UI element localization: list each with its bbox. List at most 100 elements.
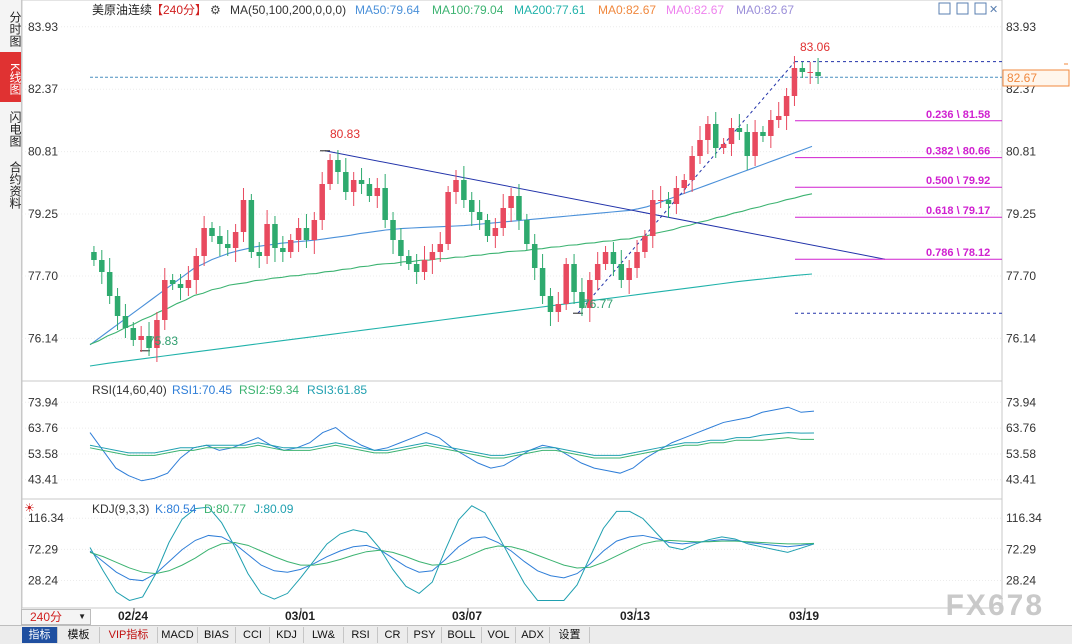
price-tick-left: 80.81 xyxy=(28,145,58,159)
toolbar-lw[interactable]: LW& xyxy=(304,627,344,643)
candle-body xyxy=(642,236,648,252)
toolbar-psy[interactable]: PSY xyxy=(408,627,442,643)
rsi3-line xyxy=(89,432,815,456)
panel-tick-right: 73.94 xyxy=(1006,395,1036,409)
candle-body xyxy=(177,284,184,288)
candle-body xyxy=(768,120,774,136)
price-tick-right: 76.14 xyxy=(1006,331,1036,345)
plot-frame xyxy=(21,0,1003,609)
annotation-trough: 76.77 xyxy=(583,297,613,311)
toolbar-macd[interactable]: MACD xyxy=(158,627,198,643)
candle-body xyxy=(453,180,459,192)
tab-contract-info[interactable]: 合约资料 xyxy=(8,161,22,209)
candle-body xyxy=(280,248,286,252)
watermark: FX678 xyxy=(945,589,1044,622)
period-label: 【240分】 xyxy=(151,3,207,17)
annotation-high: 83.06 xyxy=(800,40,830,54)
tab-flash-chart[interactable]: 闪电图 xyxy=(8,111,22,147)
fib-anchor-line xyxy=(577,61,796,314)
ma-params: MA(50,100,200,0,0,0) xyxy=(230,3,346,17)
candle-body xyxy=(106,272,113,296)
candle-body xyxy=(728,128,735,144)
candle-body xyxy=(390,220,396,240)
close-icon[interactable]: ✕ xyxy=(989,4,998,16)
candle-body xyxy=(610,252,617,264)
candle-body xyxy=(602,252,609,264)
bottom-toolbar: 指标 模板 VIP指标 MACD BIAS CCI KDJ LW& RSI CR… xyxy=(0,625,1072,644)
candle-body xyxy=(815,72,821,76)
candle-body xyxy=(445,192,451,244)
candle-body xyxy=(193,256,200,280)
candle-body xyxy=(162,280,168,320)
k-value: K:80.54 xyxy=(155,502,197,516)
sun-icon[interactable]: ☀ xyxy=(24,501,35,515)
toolbar-bias[interactable]: BIAS xyxy=(198,627,236,643)
kdj-title: KDJ(9,3,3) xyxy=(92,502,149,516)
price-tick-left: 82.37 xyxy=(28,82,58,96)
maximize-icon[interactable] xyxy=(974,2,987,15)
candle-body xyxy=(209,228,215,236)
tab-kline-chart[interactable]: K线图 xyxy=(0,52,22,102)
candle-body xyxy=(398,240,404,256)
candle-body xyxy=(516,196,522,220)
price-tick-right: 79.25 xyxy=(1006,207,1036,221)
toolbar-cr[interactable]: CR xyxy=(378,627,408,643)
candle-body xyxy=(201,228,207,256)
candle-body xyxy=(705,124,711,140)
toolbar-vol[interactable]: VOL xyxy=(482,627,516,643)
ma50-line xyxy=(89,145,813,346)
candle-body xyxy=(500,208,506,228)
window-controls: ✕ xyxy=(938,2,998,16)
ma100-value: MA100:79.04 xyxy=(432,3,504,17)
toolbar-boll[interactable]: BOLL xyxy=(442,627,482,643)
toolbar-cci[interactable]: CCI xyxy=(236,627,270,643)
rsi2-value: RSI2:59.34 xyxy=(239,383,299,397)
candle-body xyxy=(343,172,349,192)
move-icon[interactable] xyxy=(938,2,951,15)
price-tick-left: 79.25 xyxy=(28,207,58,221)
tab-time-chart[interactable]: 分时图 xyxy=(8,11,22,47)
candle-body xyxy=(563,264,569,304)
candle-body xyxy=(169,280,176,284)
candle-body xyxy=(224,244,231,248)
period-selector[interactable]: 240分 ▼ xyxy=(21,609,91,625)
toolbar-kdj[interactable]: KDJ xyxy=(270,627,304,643)
panel-tick-right: 72.29 xyxy=(1006,542,1036,556)
candle-body xyxy=(476,212,483,220)
j-line xyxy=(89,505,815,602)
gear-icon[interactable]: ⚙ xyxy=(210,3,221,17)
candle-body xyxy=(413,264,420,272)
candle-body xyxy=(429,252,436,260)
ma0-value-3: MA0:82.67 xyxy=(736,3,794,17)
candle-body xyxy=(587,280,593,308)
toolbar-indicator[interactable]: 指标 xyxy=(22,627,58,643)
kdj-lines xyxy=(89,505,815,602)
candle-body xyxy=(547,296,554,312)
price-tick-left: 76.14 xyxy=(28,331,58,345)
candle-body xyxy=(138,336,144,340)
candle-body xyxy=(468,200,475,212)
candle-body xyxy=(335,160,341,172)
restore-icon[interactable] xyxy=(956,2,969,15)
trend-lines xyxy=(140,61,1002,352)
gridlines xyxy=(22,26,1002,582)
toolbar-template[interactable]: 模板 xyxy=(58,627,100,643)
candle-body xyxy=(665,200,672,204)
toolbar-settings[interactable]: 设置 xyxy=(550,627,590,643)
price-tick-left: 83.93 xyxy=(28,20,58,34)
k-line xyxy=(89,534,815,582)
toolbar-rsi[interactable]: RSI xyxy=(344,627,378,643)
candle-body xyxy=(579,292,585,308)
candle-body xyxy=(374,188,381,196)
chart-area[interactable]: 0.236 \ 81.58 0.382 \ 80.66 0.500 \ 79.92 0… xyxy=(0,0,1072,625)
candle-body xyxy=(406,256,412,264)
candle-body xyxy=(760,132,766,136)
toolbar-adx[interactable]: ADX xyxy=(516,627,550,643)
toolbar-vip-indicator[interactable]: VIP指标 xyxy=(100,627,158,643)
price-tick-right: 83.93 xyxy=(1006,20,1036,34)
price-tick-right: 80.81 xyxy=(1006,145,1036,159)
candle-body xyxy=(303,228,310,240)
candlesticks xyxy=(91,56,821,362)
candle-body xyxy=(531,244,538,268)
